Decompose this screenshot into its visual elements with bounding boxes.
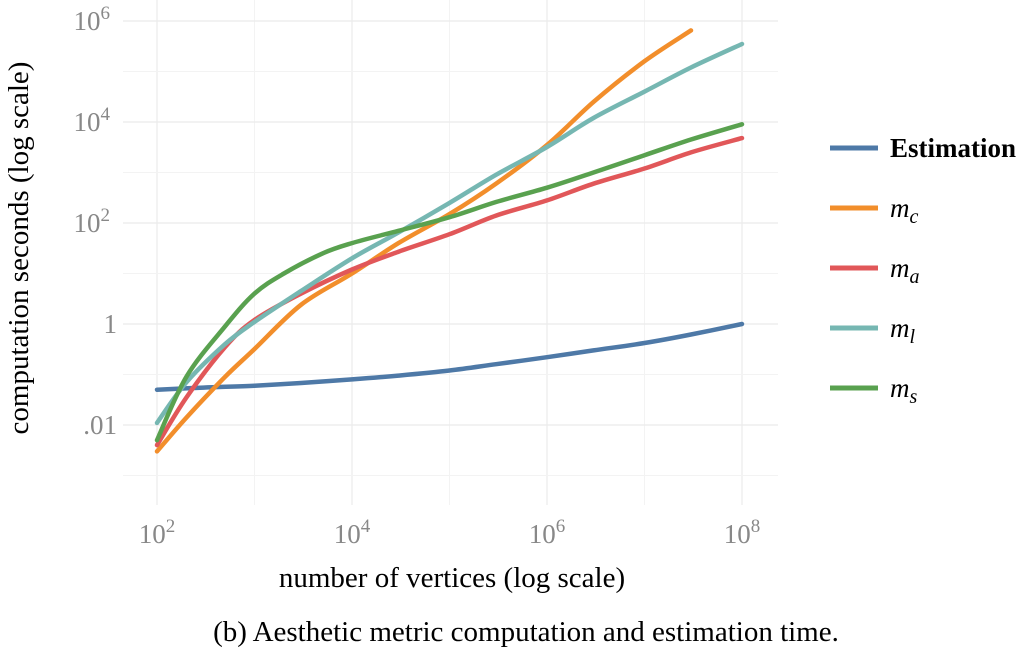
figure-caption: (b) Aesthetic metric computation and est… (213, 616, 839, 648)
y-tick-label: 106 (74, 3, 111, 36)
legend-label: ml (890, 313, 916, 348)
y-axis-ticks: .01 1 102 104 106 (74, 3, 118, 440)
y-tick-label: 104 (74, 104, 111, 137)
legend-item-m-c: mc (830, 193, 919, 228)
x-axis-title: number of vertices (log scale) (279, 562, 625, 594)
x-tick-label: 102 (139, 516, 176, 549)
y-tick-label: 1 (104, 309, 118, 339)
series-line-m-c (154, 28, 694, 454)
grid (123, 0, 778, 505)
legend-label: mc (890, 193, 919, 228)
legend-label: Estimation (890, 133, 1016, 163)
legend-label: ms (890, 373, 918, 408)
series-line-m-s (154, 122, 745, 443)
y-tick-label: .01 (83, 410, 117, 440)
legend-item-m-l: ml (830, 313, 916, 348)
series-line-m-l (154, 41, 745, 426)
legend-item-m-a: ma (830, 253, 920, 288)
series-lines (154, 28, 745, 454)
legend: Estimation mc ma ml ms (830, 133, 1016, 408)
y-axis-title: computation seconds (log scale) (3, 62, 35, 435)
legend-label: ma (890, 253, 920, 288)
x-tick-label: 106 (529, 516, 566, 549)
x-tick-label: 104 (334, 516, 371, 549)
series-line-estimation (154, 321, 745, 392)
x-axis-ticks: 102 104 106 108 (139, 516, 761, 549)
legend-item-estimation: Estimation (830, 133, 1016, 163)
x-tick-label: 108 (724, 516, 761, 549)
legend-item-m-s: ms (830, 373, 918, 408)
y-tick-label: 102 (74, 205, 111, 238)
